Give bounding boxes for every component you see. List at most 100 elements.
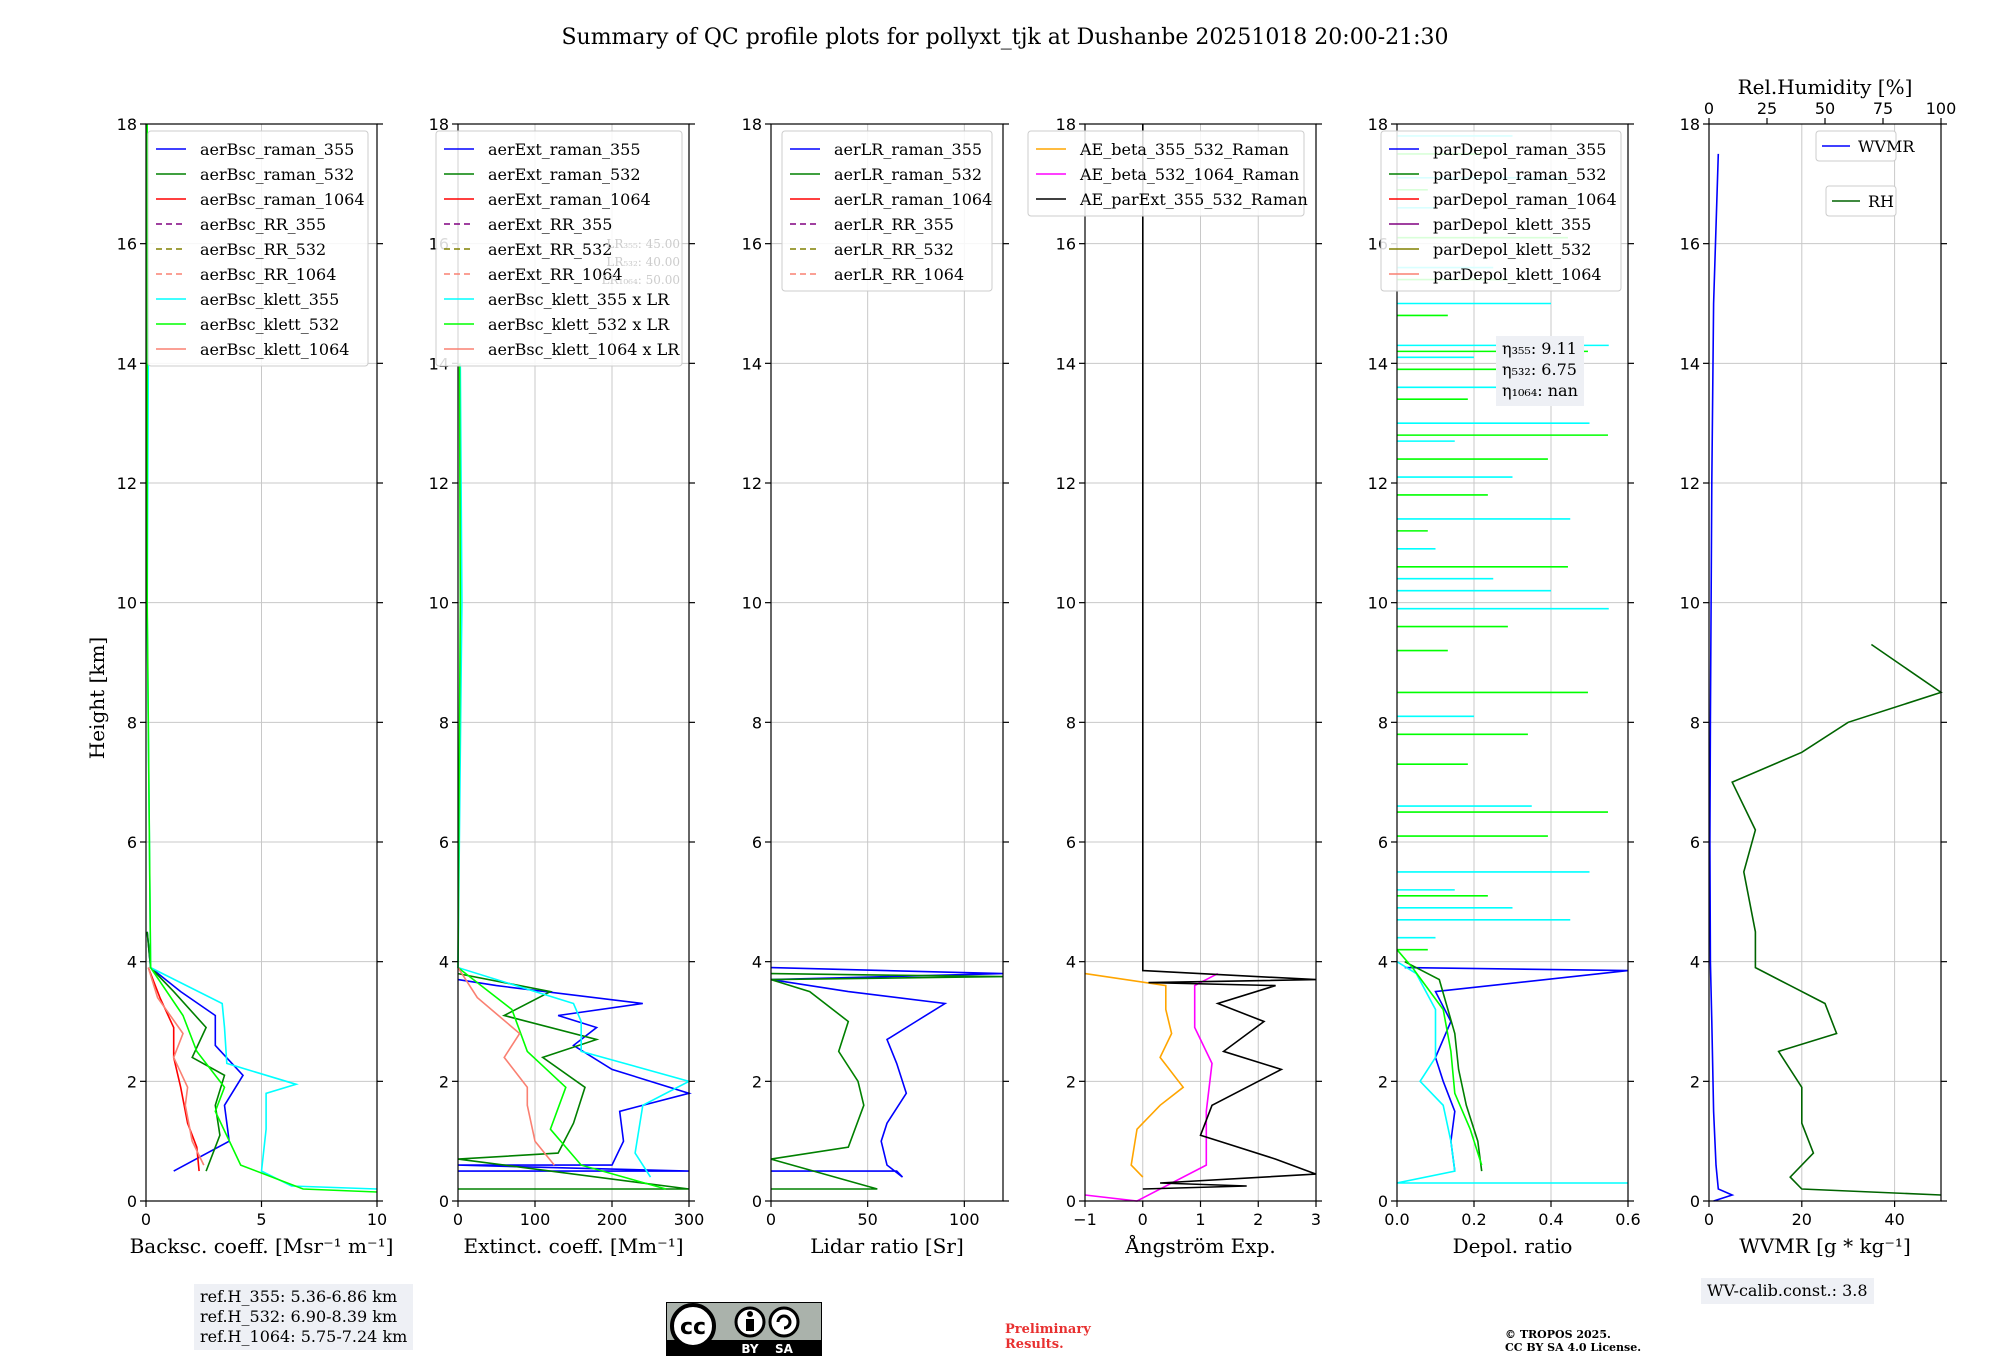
series-AE_beta_532_1064_Raman	[1084, 972, 1219, 1202]
y-tick-label: 8	[127, 713, 137, 732]
legend-label: parDepol_raman_1064	[1433, 190, 1617, 209]
legend: AE_beta_355_532_Raman AE_beta_532_1064_Ra…	[1027, 130, 1308, 217]
x-tick-label: 100	[520, 1210, 551, 1229]
x-tick-label: 0	[453, 1210, 463, 1229]
legend-label: parDepol_klett_1064	[1433, 265, 1602, 284]
series-parDepol_klett_355	[1396, 961, 1628, 1184]
y-tick-label: 16	[742, 235, 762, 254]
y-tick-label: 10	[429, 594, 449, 613]
y-tick-label: 18	[742, 115, 762, 134]
x-tick-label: 100	[949, 1210, 980, 1229]
by-text: BY	[741, 1342, 758, 1356]
x-tick-label: −1	[1073, 1210, 1097, 1229]
legend-label: aerLR_RR_355	[834, 215, 954, 234]
series-aerBsc_klett_532 x LR	[457, 363, 667, 1190]
legend-label: AE_beta_532_1064_Raman	[1079, 165, 1299, 184]
legend-label: aerExt_RR_1064	[488, 265, 623, 284]
legend-box	[435, 130, 683, 367]
wv-calib-text: WV-calib.const.: 3.8	[1707, 1281, 1868, 1300]
series-aerBsc_klett_1064	[147, 967, 205, 1166]
series-parDepol_raman_355	[1404, 966, 1629, 1172]
y-tick-label: 8	[1066, 713, 1076, 732]
panel-3: 0 2 4 6 8 10 12 14 16 18 0 50 100 Lidar ratio [Sr] aer…	[742, 115, 1009, 1258]
legend-box	[1380, 130, 1622, 292]
legend-box	[781, 130, 993, 292]
x-tick-label: 0.6	[1615, 1210, 1640, 1229]
legend-label: aerBsc_raman_1064	[200, 190, 365, 209]
plot-frame	[770, 123, 1004, 1202]
y-tick-label: 4	[1378, 953, 1388, 972]
y-tick-label: 12	[429, 474, 449, 493]
lr-label: LR₃₅₅: 45.00	[606, 237, 680, 251]
eta-label: η₅₃₂: 6.75	[1502, 360, 1577, 379]
ref-h-355: ref.H_355: 5.36-6.86 km	[200, 1287, 398, 1306]
y-tick-label: 12	[1056, 474, 1076, 493]
y-tick-label: 4	[127, 953, 137, 972]
y-tick-label: 10	[1056, 594, 1076, 613]
x-tick-label: 0.0	[1384, 1210, 1409, 1229]
x-tick-label: 0	[141, 1210, 151, 1229]
ref-h-532: ref.H_532: 6.90-8.39 km	[200, 1307, 398, 1326]
legend-label: aerBsc_RR_355	[200, 215, 326, 234]
y-tick-label: 4	[439, 953, 449, 972]
series-aerBsc_raman_355	[146, 931, 245, 1172]
legend-box	[147, 130, 369, 367]
x-axis-label: Ångström Exp.	[1124, 1233, 1275, 1258]
legend-label: aerExt_raman_355	[488, 140, 641, 159]
top-x-axis-label: Rel.Humidity [%]	[1738, 75, 1913, 99]
plot-frame	[457, 123, 690, 1202]
y-tick-label: 16	[1680, 235, 1700, 254]
x-tick-label: 0	[1138, 1210, 1148, 1229]
eta-box: η₃₅₅: 9.11 η₅₃₂: 6.75 η₁₀₆₄: nan	[1496, 336, 1584, 406]
legend-label: aerLR_raman_1064	[834, 190, 992, 209]
y-tick-label: 10	[1680, 594, 1700, 613]
legend-wvmr: WVMR	[1815, 130, 1915, 162]
x-tick-label: 20	[1792, 1210, 1812, 1229]
panel-2: 0246810121416180100200300Extinct. coeff.…	[429, 115, 705, 1258]
series-parDepol_klett_532	[1396, 949, 1483, 1166]
figure-title: Summary of QC profile plots for pollyxt_…	[561, 25, 1448, 50]
y-tick-label: 18	[1368, 115, 1388, 134]
y-tick-label: 0	[1690, 1192, 1700, 1211]
legend: parDepol_raman_355 parDepol_raman_532 parD…	[1380, 130, 1622, 292]
copyright-line-2: CC BY SA 4.0 License.	[1505, 1341, 1642, 1354]
series-aerBsc_klett_355 x LR	[457, 363, 692, 1178]
y-tick-label: 4	[1690, 953, 1700, 972]
y-tick-label: 10	[742, 594, 762, 613]
y-tick-label: 12	[1368, 474, 1388, 493]
series-aerBsc_raman_1064	[147, 967, 200, 1172]
legend-label: aerBsc_klett_532 x LR	[488, 315, 670, 334]
y-tick-label: 18	[429, 115, 449, 134]
y-tick-label: 6	[1066, 833, 1076, 852]
series-RH	[1731, 643, 1943, 1196]
y-tick-label: 10	[1368, 594, 1388, 613]
x-axis-label: Extinct. coeff. [Mm⁻¹]	[463, 1234, 683, 1258]
series-aerBsc_klett_1064 x LR	[457, 967, 555, 1166]
preliminary-line-2: Results.	[1005, 1337, 1064, 1352]
lr-labels: LR₃₅₅: 45.00 LR₅₃₂: 40.00 LR₁₀₆₄: 50.00	[602, 237, 680, 287]
preliminary-line-1: Preliminary	[1005, 1322, 1091, 1337]
legend-label: aerBsc_klett_355	[200, 290, 339, 309]
y-tick-label: 4	[1066, 953, 1076, 972]
x-tick-label: 1	[1195, 1210, 1205, 1229]
legend-label: aerBsc_raman_355	[200, 140, 354, 159]
y-tick-label: 0	[752, 1192, 762, 1211]
legend: aerLR_raman_355 aerLR_raman_532 aerLR_rama…	[781, 130, 993, 292]
legend-label: aerExt_RR_532	[488, 240, 612, 259]
series-aerLR_raman_532	[770, 972, 1004, 1190]
legend-label: RH	[1868, 192, 1894, 211]
y-tick-label: 14	[1368, 354, 1388, 373]
series-aerExt_raman_355	[457, 978, 692, 1172]
y-tick-label: 0	[1378, 1192, 1388, 1211]
y-tick-label: 2	[752, 1072, 762, 1091]
legend-label: parDepol_raman_532	[1433, 165, 1606, 184]
x-axis-label: Lidar ratio [Sr]	[810, 1234, 964, 1258]
y-tick-label: 2	[127, 1072, 137, 1091]
legend-box	[1815, 130, 1897, 162]
y-tick-label: 2	[439, 1072, 449, 1091]
eta-label: η₁₀₆₄: nan	[1502, 381, 1578, 400]
legend: aerExt_raman_355 aerExt_raman_532 aerExt_r…	[435, 130, 683, 367]
legend-label: AE_parExt_355_532_Raman	[1079, 190, 1308, 209]
